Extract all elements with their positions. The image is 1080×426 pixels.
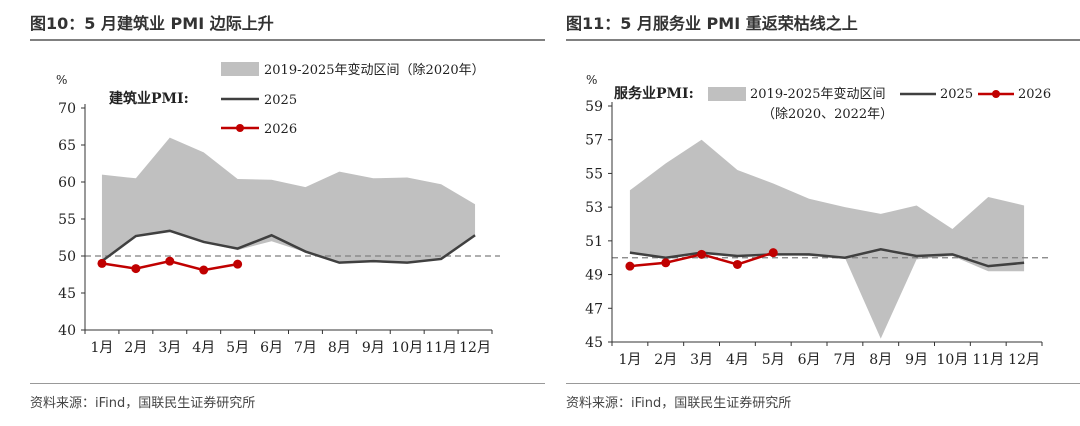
legend-band-swatch bbox=[708, 87, 746, 101]
x-tick-label: 10月 bbox=[937, 352, 969, 368]
legend-2025-label: 2025 bbox=[940, 87, 973, 102]
series-2026-point bbox=[97, 258, 107, 268]
plot-area: 45 47 49 51 53 55 57 59 1月 2月 3月 4月 5月 6月 7月 8月 9月 10月 11月… bbox=[585, 99, 1050, 368]
legend-prefix: 服务业PMI: bbox=[614, 85, 694, 102]
y-unit: % bbox=[586, 73, 597, 87]
y-tick-label: 60 bbox=[58, 175, 76, 191]
series-2026-point bbox=[697, 249, 707, 259]
construction-pmi-chart: 40 45 50 55 60 65 70 1月 2月 3月 4月 5月 6月 7月 8月 9月 10月 11月 12… bbox=[56, 62, 500, 356]
y-tick-label: 49 bbox=[585, 268, 603, 284]
title-rule bbox=[30, 39, 545, 41]
x-tick-label: 6月 bbox=[260, 340, 283, 356]
x-tick-label: 12月 bbox=[1008, 352, 1040, 368]
source-rule bbox=[566, 383, 1080, 384]
x-tick-label: 1月 bbox=[90, 340, 113, 356]
y-tick-label: 45 bbox=[58, 286, 76, 302]
range-band bbox=[101, 137, 476, 264]
x-tick-label: 8月 bbox=[328, 340, 351, 356]
x-tick-label: 3月 bbox=[690, 352, 713, 368]
x-tick-label: 7月 bbox=[294, 340, 317, 356]
x-tick-label: 5月 bbox=[226, 340, 249, 356]
source-note: 资料来源：iFind，国联民生证券研究所 bbox=[566, 396, 792, 411]
figure-title: 图10：5 月建筑业 PMI 边际上升 bbox=[30, 14, 274, 33]
series-2026-point bbox=[199, 265, 209, 275]
x-tick-label: 11月 bbox=[972, 352, 1004, 368]
series-2026-point bbox=[131, 264, 141, 274]
y-tick-label: 53 bbox=[585, 200, 603, 216]
x-tick-label: 2月 bbox=[654, 352, 677, 368]
series-2026-point bbox=[165, 256, 175, 266]
chart-panel-services: 图11：5 月服务业 PMI 重返荣枯线之上 45 47 49 51 53 55 57 59 1… bbox=[566, 0, 1080, 426]
series-2026-point bbox=[768, 248, 778, 258]
legend-band-label: 2019-2025年变动区间 bbox=[750, 86, 886, 102]
chart-panel-construction: 图10：5 月建筑业 PMI 边际上升 40 45 50 55 60 65 70 1月 2月 3月… bbox=[30, 0, 550, 426]
x-tick-label: 2月 bbox=[124, 340, 147, 356]
x-tick-label: 5月 bbox=[762, 352, 785, 368]
y-tick-label: 65 bbox=[58, 138, 76, 154]
x-tick-label: 7月 bbox=[833, 352, 856, 368]
series-2026-point bbox=[233, 259, 243, 269]
x-tick-label: 4月 bbox=[726, 352, 749, 368]
y-tick-label: 40 bbox=[58, 323, 76, 339]
x-tick-label: 9月 bbox=[905, 352, 928, 368]
x-tick-label: 6月 bbox=[798, 352, 821, 368]
plot-area: 40 45 50 55 60 65 70 1月 2月 3月 4月 5月 6月 7月 8月 9月 10月 11月 12… bbox=[58, 101, 500, 356]
legend-2026-label: 2026 bbox=[1018, 87, 1051, 102]
series-2026-point bbox=[661, 258, 671, 268]
y-tick-label: 55 bbox=[58, 212, 76, 228]
legend-2026-marker bbox=[236, 124, 244, 132]
series-2025-line bbox=[629, 248, 1025, 268]
figure-title: 图11：5 月服务业 PMI 重返荣枯线之上 bbox=[566, 14, 858, 33]
series-2026-point bbox=[625, 261, 635, 271]
range-band bbox=[629, 139, 1025, 339]
y-tick-label: 45 bbox=[585, 335, 603, 351]
x-tick-label: 10月 bbox=[391, 340, 423, 356]
y-tick-label: 55 bbox=[585, 166, 603, 182]
y-tick-label: 50 bbox=[58, 249, 76, 265]
legend-2026-marker bbox=[992, 90, 1000, 98]
legend-2025-label: 2025 bbox=[264, 93, 297, 108]
x-tick-label: 9月 bbox=[362, 340, 385, 356]
legend-band-note: （除2020、2022年） bbox=[762, 107, 893, 122]
title-rule bbox=[566, 39, 1080, 41]
legend-band-label: 2019-2025年变动区间（除2020年） bbox=[264, 62, 485, 78]
x-tick-label: 1月 bbox=[618, 352, 641, 368]
services-pmi-chart: 45 47 49 51 53 55 57 59 1月 2月 3月 4月 5月 6月 7月 8月 9月 10月 11月… bbox=[585, 73, 1051, 368]
x-tick-label: 3月 bbox=[158, 340, 181, 356]
x-tick-label: 4月 bbox=[192, 340, 215, 356]
legend-2026-label: 2026 bbox=[264, 122, 297, 137]
y-tick-label: 59 bbox=[585, 99, 603, 115]
legend-band-swatch bbox=[221, 62, 259, 76]
source-rule bbox=[30, 383, 545, 384]
x-tick-label: 11月 bbox=[425, 340, 457, 356]
source-note: 资料来源：iFind，国联民生证券研究所 bbox=[30, 396, 256, 411]
x-tick-label: 8月 bbox=[869, 352, 892, 368]
y-tick-label: 70 bbox=[58, 101, 76, 117]
x-tick-label: 12月 bbox=[459, 340, 491, 356]
series-2026-point bbox=[732, 259, 742, 269]
y-unit: % bbox=[56, 73, 67, 87]
series-2025-line bbox=[101, 229, 476, 264]
y-tick-label: 51 bbox=[585, 234, 603, 250]
y-tick-label: 47 bbox=[585, 301, 603, 317]
y-tick-label: 57 bbox=[585, 133, 603, 149]
legend-prefix: 建筑业PMI: bbox=[109, 90, 189, 107]
